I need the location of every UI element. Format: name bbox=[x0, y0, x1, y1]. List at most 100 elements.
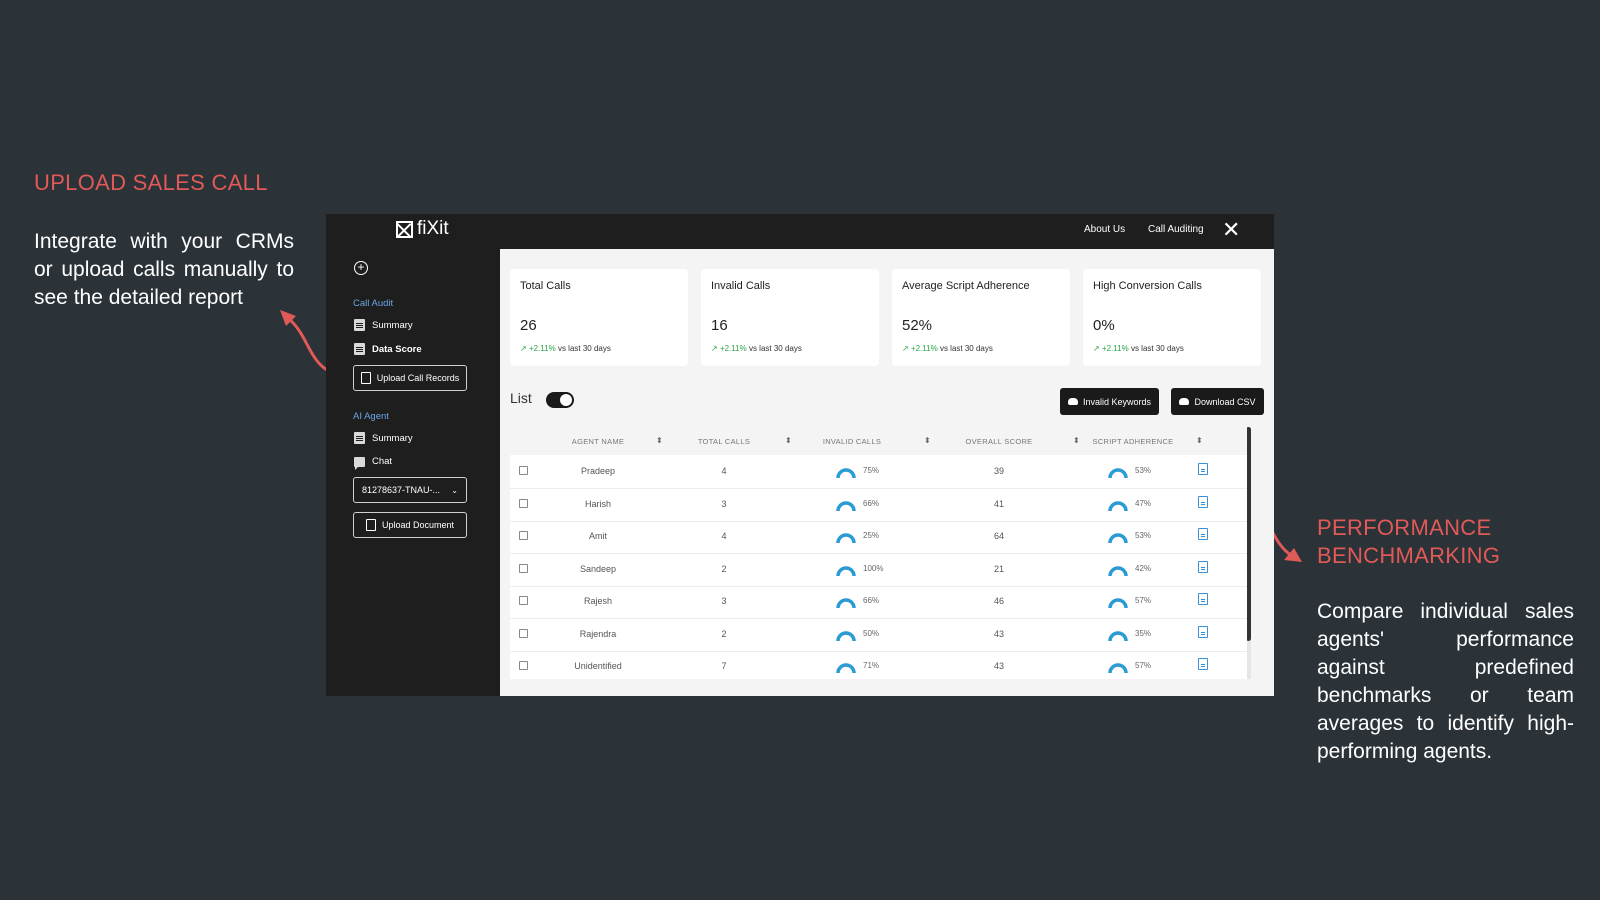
nav-about-us[interactable]: About Us bbox=[1084, 224, 1126, 235]
heading-line-1: PERFORMANCE bbox=[1317, 515, 1492, 540]
report-file-icon[interactable] bbox=[1198, 560, 1208, 573]
cell-overall-score: 43 bbox=[993, 628, 1004, 639]
table-row[interactable]: Amit 4 25% 64 53% bbox=[510, 520, 1247, 554]
card-delta: ↗ +2.11% vs last 30 days bbox=[1093, 344, 1184, 353]
upload-call-records-button[interactable]: Upload Call Records bbox=[353, 365, 467, 391]
heading-line-2: BENCHMARKING bbox=[1317, 543, 1501, 568]
sidebar-section-ai-agent: AI Agent bbox=[353, 411, 389, 422]
cell-invalid-calls: 66% bbox=[863, 498, 880, 508]
download-csv-button[interactable]: Download CSV bbox=[1171, 388, 1264, 415]
header-total-calls[interactable]: TOTAL CALLS bbox=[697, 437, 751, 446]
card-title: High Conversion Calls bbox=[1093, 280, 1202, 292]
row-checkbox[interactable] bbox=[519, 498, 528, 508]
report-file-icon[interactable] bbox=[1198, 658, 1208, 670]
card-title: Average Script Adherence bbox=[902, 280, 1030, 292]
data-score-icon bbox=[354, 343, 365, 355]
cell-overall-score: 39 bbox=[993, 466, 1004, 476]
row-checkbox[interactable] bbox=[519, 466, 528, 475]
table-row[interactable]: Sandeep 2 100% 21 42% bbox=[510, 553, 1247, 587]
delta-period: vs last 30 days bbox=[557, 344, 611, 353]
agent-select-value: 81278637-TNAU-... bbox=[362, 485, 441, 495]
table-row[interactable]: Rajendra 2 50% 43 35% bbox=[510, 618, 1247, 652]
sidebar-item-chat[interactable]: Chat bbox=[354, 456, 392, 470]
stat-card-high-conversion-calls: High Conversion Calls 0% ↗ +2.11% vs las… bbox=[1083, 269, 1261, 366]
trend-up-icon: ↗ bbox=[902, 344, 911, 353]
invalid-keywords-button[interactable]: Invalid Keywords bbox=[1060, 388, 1159, 415]
trend-up-icon: ↗ bbox=[1093, 344, 1102, 353]
logo-mark-icon bbox=[396, 220, 413, 238]
sort-icon[interactable]: ⬍ bbox=[1196, 436, 1203, 445]
sidebar-section-call-audit: Call Audit bbox=[353, 298, 394, 309]
sidebar-item-ai-agent-summary[interactable]: Summary bbox=[354, 432, 413, 444]
sidebar-item-data-score[interactable]: Data Score bbox=[354, 343, 422, 355]
row-checkbox[interactable] bbox=[519, 596, 528, 605]
cell-overall-score: 46 bbox=[993, 596, 1004, 606]
cloud-download-icon bbox=[1179, 398, 1190, 405]
delta-value: +2.11% bbox=[910, 344, 938, 353]
file-icon bbox=[360, 372, 371, 384]
chat-icon bbox=[354, 456, 365, 470]
card-delta: ↗ +2.11% vs last 30 days bbox=[520, 344, 611, 353]
report-file-icon[interactable] bbox=[1198, 528, 1208, 540]
document-icon bbox=[354, 319, 365, 331]
card-value: 26 bbox=[520, 317, 537, 334]
row-checkbox[interactable] bbox=[519, 563, 528, 573]
invalid-calls-gauge-icon bbox=[836, 499, 856, 517]
button-label: Invalid Keywords bbox=[1082, 396, 1152, 407]
cell-invalid-calls: 75% bbox=[863, 466, 880, 475]
sort-icon[interactable]: ⬍ bbox=[785, 436, 792, 445]
table-scrollbar[interactable] bbox=[1246, 427, 1251, 641]
button-label: Upload Call Records bbox=[376, 373, 460, 383]
cell-invalid-calls: 100% bbox=[863, 563, 884, 573]
table-row[interactable]: Unidentified 7 71% 43 57% bbox=[510, 650, 1247, 679]
list-label: List bbox=[510, 390, 532, 406]
cell-agent-name: Unidentified bbox=[574, 661, 622, 671]
table-row[interactable]: Rajesh 3 66% 46 57% bbox=[510, 585, 1247, 619]
report-file-icon[interactable] bbox=[1198, 593, 1208, 605]
sort-icon[interactable]: ⬍ bbox=[656, 436, 663, 445]
report-file-icon[interactable] bbox=[1198, 625, 1208, 638]
card-title: Total Calls bbox=[520, 280, 571, 292]
delta-value: +2.11% bbox=[719, 344, 747, 353]
nav-call-auditing[interactable]: Call Auditing bbox=[1148, 224, 1204, 235]
stat-card-invalid-calls: Invalid Calls 16 ↗ +2.11% vs last 30 day… bbox=[701, 269, 879, 366]
button-label: Upload Document bbox=[381, 520, 455, 530]
table-row[interactable]: Pradeep 4 75% 39 53% bbox=[510, 455, 1247, 489]
agents-table: AGENT NAME ⬍ TOTAL CALLS ⬍ INVALID CALLS… bbox=[510, 427, 1247, 679]
sidebar-item-call-audit-summary[interactable]: Summary bbox=[354, 319, 413, 331]
cell-overall-score: 43 bbox=[993, 661, 1004, 671]
upload-document-button[interactable]: Upload Document bbox=[353, 512, 467, 538]
cell-total-calls: 3 bbox=[721, 498, 727, 509]
row-checkbox[interactable] bbox=[519, 531, 528, 540]
cell-total-calls: 3 bbox=[721, 596, 727, 606]
cell-script-adherence: 53% bbox=[1135, 531, 1152, 540]
top-bar: fiXit About Us Call Auditing ✕ bbox=[326, 214, 1274, 249]
card-title: Invalid Calls bbox=[711, 280, 771, 292]
cell-script-adherence: 47% bbox=[1135, 498, 1152, 508]
card-value: 16 bbox=[711, 317, 728, 334]
add-icon[interactable]: + bbox=[354, 261, 368, 275]
report-file-icon[interactable] bbox=[1198, 495, 1208, 508]
file-icon bbox=[365, 519, 376, 531]
close-icon[interactable]: ✕ bbox=[1222, 217, 1241, 242]
list-toggle[interactable] bbox=[546, 392, 574, 408]
delta-value: +2.11% bbox=[528, 344, 556, 353]
header-script-adherence[interactable]: SCRIPT ADHERENCE bbox=[1092, 437, 1174, 446]
sort-icon[interactable]: ⬍ bbox=[1073, 436, 1080, 445]
cell-total-calls: 4 bbox=[721, 531, 727, 541]
report-file-icon[interactable] bbox=[1198, 463, 1208, 475]
header-overall-score[interactable]: OVERALL SCORE bbox=[965, 437, 1033, 446]
header-invalid-calls[interactable]: INVALID CALLS bbox=[822, 437, 882, 446]
delta-value: +2.11% bbox=[1101, 344, 1129, 353]
table-row[interactable]: Harish 3 66% 41 47% bbox=[510, 488, 1247, 522]
cell-invalid-calls: 25% bbox=[863, 531, 880, 540]
sort-icon[interactable]: ⬍ bbox=[924, 436, 931, 445]
header-agent-name[interactable]: AGENT NAME bbox=[571, 437, 625, 446]
app-logo[interactable]: fiXit bbox=[396, 218, 449, 240]
cell-script-adherence: 57% bbox=[1135, 661, 1152, 670]
delta-period: vs last 30 days bbox=[1130, 344, 1184, 353]
row-checkbox[interactable] bbox=[519, 661, 528, 670]
cell-overall-score: 64 bbox=[993, 531, 1004, 541]
row-checkbox[interactable] bbox=[519, 628, 528, 638]
agent-select[interactable]: 81278637-TNAU-... ⌄ bbox=[353, 477, 467, 503]
